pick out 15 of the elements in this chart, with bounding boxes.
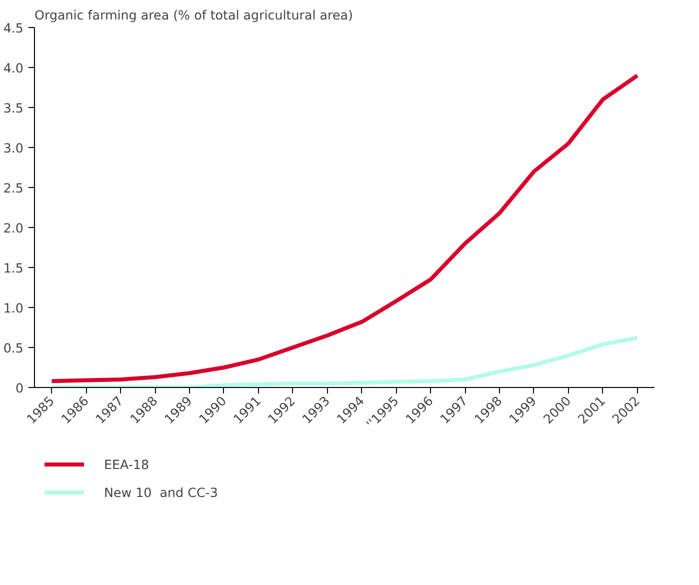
y-tick-label: 2.0 [3,220,24,236]
y-tick-label: 0 [15,380,24,396]
line-series [50,74,640,384]
legend-label: New 10 and CC-3 [104,484,218,500]
y-tick-label: 2.5 [3,180,24,196]
y-tick-label: 3.5 [3,100,24,116]
y-tick-label: 4.0 [3,60,24,76]
y-tick-label: 0.5 [3,340,24,356]
chart-title: Organic farming area (% of total agricultural area) [34,8,353,22]
y-tick-label: 1.0 [3,300,24,316]
legend-label: EEA-18 [104,456,150,472]
y-tick-label: 1.5 [3,260,24,276]
y-tick-label: 3.0 [3,140,24,156]
line-series [50,336,640,388]
y-tick-label: 4.5 [3,20,24,36]
